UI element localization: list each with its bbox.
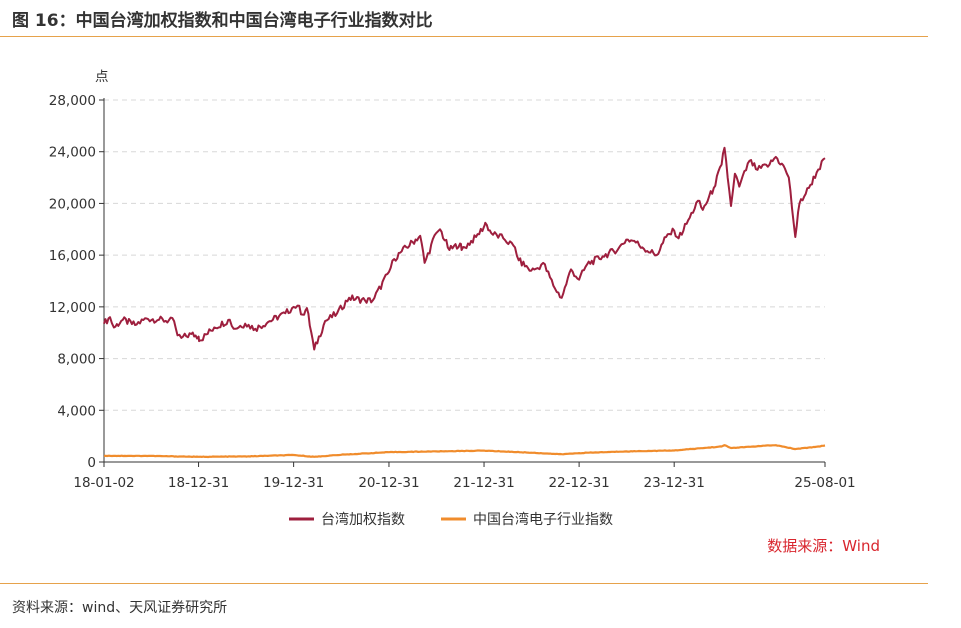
legend-label-taiex: 台湾加权指数 [321, 511, 405, 528]
y-axis-unit-label: 点 [95, 69, 109, 85]
y-tick-label: 0 [87, 455, 96, 471]
figure-title: 图 16：中国台湾加权指数和中国台湾电子行业指数对比 [12, 11, 433, 31]
x-tick-label: 25-08-01 [794, 475, 855, 491]
y-tick-label: 16,000 [49, 248, 96, 264]
legend: 台湾加权指数 中国台湾电子行业指数 [289, 511, 613, 528]
x-tick-label: 22-12-31 [548, 475, 609, 491]
x-tick-label: 23-12-31 [644, 475, 705, 491]
x-tick-label: 21-12-31 [453, 475, 514, 491]
y-tick-label: 24,000 [49, 145, 96, 161]
chart-source-annotation: 数据来源：Wind [767, 537, 880, 555]
x-tick-label: 18-01-02 [73, 475, 134, 491]
series-lines [103, 146, 826, 459]
gridlines [104, 99, 825, 411]
axes [99, 98, 826, 467]
y-tick-label: 28,000 [49, 93, 96, 109]
y-tick-label: 4,000 [57, 403, 96, 419]
source-note: 资料来源：wind、天风证券研究所 [12, 600, 228, 616]
x-tick-label: 19-12-31 [263, 475, 324, 491]
legend-label-electronics: 中国台湾电子行业指数 [473, 511, 613, 528]
series-line-taiex [103, 146, 826, 351]
series-line-electronics [103, 444, 826, 459]
bottom-divider [0, 583, 928, 584]
x-tick-labels: 18-01-02 18-12-31 19-12-31 20-12-31 21-12-31… [73, 475, 855, 491]
top-divider [0, 36, 928, 37]
x-tick-label: 18-12-31 [168, 475, 229, 491]
y-tick-label: 20,000 [49, 196, 96, 212]
y-tick-label: 8,000 [57, 352, 96, 368]
y-tick-label: 12,000 [49, 300, 96, 316]
x-tick-label: 20-12-31 [358, 475, 419, 491]
y-tick-labels: 0 4,000 8,000 12,000 16,000 20,000 24,000 28,00… [49, 93, 96, 471]
